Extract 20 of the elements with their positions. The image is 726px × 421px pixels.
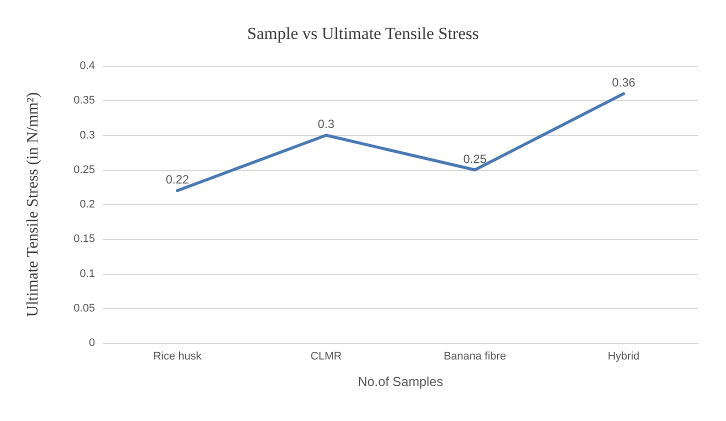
y-tick-label: 0 <box>88 337 95 349</box>
data-label: 0.3 <box>318 117 335 132</box>
data-label: 0.25 <box>463 152 487 166</box>
x-axis-title: No.of Samples <box>358 374 444 389</box>
x-tick-label: Banana fibre <box>444 350 506 362</box>
y-tick-label: 0.25 <box>74 164 95 176</box>
x-tick-label: Hybrid <box>608 350 640 362</box>
y-tick-label: 0.35 <box>74 94 95 107</box>
y-tick-label: 0.15 <box>74 233 95 246</box>
y-tick-label: 0.2 <box>80 198 95 210</box>
chart-title: Sample vs Ultimate Tensile Stress <box>247 24 479 43</box>
y-tick-label: 0.05 <box>74 302 95 314</box>
y-tick-label: 0.1 <box>80 268 95 280</box>
y-tick-label: 0.4 <box>80 60 95 72</box>
data-label: 0.36 <box>612 76 636 90</box>
x-tick-label: CLMR <box>310 350 342 362</box>
y-axis-title: Ultimate Tensile Stress (in N/mm²) <box>24 92 42 317</box>
y-tick-label: 0.3 <box>80 129 95 142</box>
data-label: 0.22 <box>166 172 190 187</box>
x-tick-label: Rice husk <box>153 350 202 362</box>
